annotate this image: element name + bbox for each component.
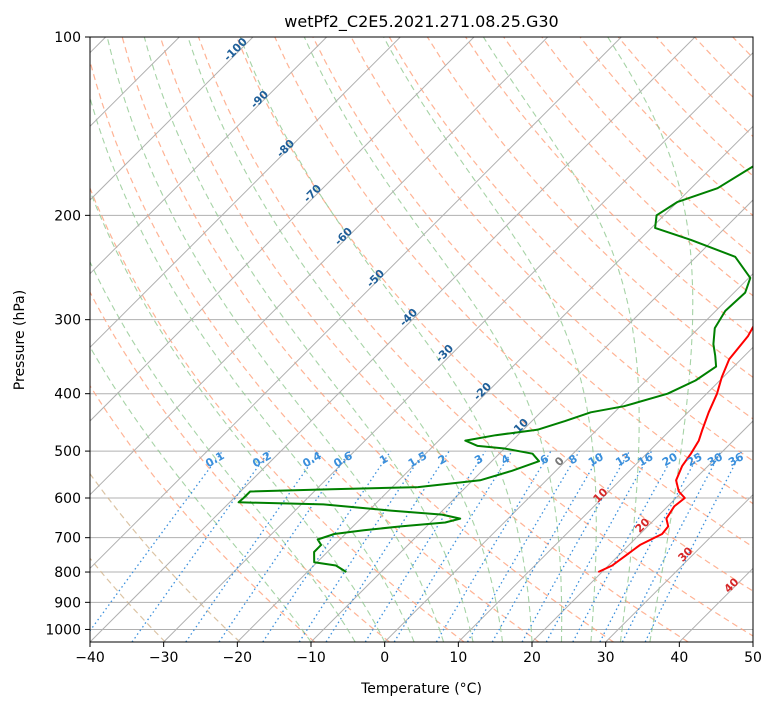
mixing-ratio-line (325, 450, 450, 642)
isotherm-line (90, 37, 696, 642)
moist-adiabat (607, 37, 694, 642)
x-tick-label: 30 (597, 650, 615, 666)
dry-adiabat (159, 37, 689, 642)
y-tick-label: 100 (54, 30, 81, 46)
y-tick-label: 300 (54, 313, 81, 329)
isotherm-line (90, 37, 475, 422)
dry-adiabat (350, 37, 753, 462)
dry-adiabat (90, 58, 540, 642)
y-tick-label: 600 (54, 491, 81, 507)
x-tick-label: 0 (380, 650, 389, 666)
dry-adiabat (465, 37, 753, 338)
mixing-ratio-line (298, 450, 425, 642)
mixing-ratio-line (393, 450, 513, 642)
isotherm-line (236, 125, 753, 642)
y-tick-label: 800 (54, 565, 81, 581)
dewpoint-profile (237, 165, 753, 573)
mixing-ratio-line (218, 450, 351, 642)
mixing-ratio-line (599, 450, 702, 642)
dry-adiabat (312, 37, 753, 505)
x-tick-label: 50 (744, 650, 762, 666)
isotherm-line (531, 420, 753, 642)
x-tick-label: −10 (296, 650, 326, 666)
y-tick-label: 400 (54, 387, 81, 403)
dry-adiabat (388, 37, 753, 420)
y-tick-label: 900 (54, 595, 81, 611)
moist-adiabat (187, 37, 504, 642)
dry-adiabat (426, 37, 753, 379)
isotherm-line (90, 37, 401, 349)
x-tick-label: −20 (223, 650, 253, 666)
x-tick-label: −30 (149, 650, 179, 666)
moist-adiabat (90, 189, 386, 642)
isotherm-line (457, 346, 753, 642)
y-tick-label: 500 (54, 444, 81, 460)
y-tick-label: 1000 (45, 622, 81, 638)
x-axis-label: Temperature (°C) (360, 681, 482, 697)
moist-adiabat (90, 260, 356, 642)
temperature-profile (597, 325, 753, 573)
dry-adiabat (503, 37, 753, 297)
mixing-ratio-line (435, 450, 552, 642)
background-lines (90, 37, 753, 642)
isotherm-line (90, 37, 622, 570)
y-axis-label: Pressure (hPa) (12, 290, 28, 390)
moist-adiabat (482, 37, 640, 642)
dry-adiabat (236, 37, 753, 592)
y-tick-label: 200 (54, 208, 81, 224)
isotherm-line (90, 37, 549, 496)
profile-lines (237, 165, 753, 573)
isotherm-line (90, 37, 254, 201)
isotherm-line (90, 37, 328, 275)
moist-adiabat (303, 37, 563, 642)
mixing-ratio-line (262, 450, 392, 642)
isotherm-line (384, 272, 753, 642)
isotherm-line (605, 493, 753, 642)
moist-adiabat (143, 37, 474, 642)
mixing-ratio-line (185, 450, 320, 642)
y-tick-label: 700 (54, 531, 81, 547)
dry-adiabat (90, 472, 241, 642)
moist-adiabat (239, 37, 533, 642)
isotherm-line (163, 51, 753, 642)
chart-title: wetPf2_C2E5.2021.271.08.25.G30 (284, 12, 558, 32)
y-axis-ticks: 100 200 300 400 500 600 700 800 900 1000 (45, 30, 90, 638)
mixing-ratio-line (466, 450, 580, 642)
dry-adiabat (90, 290, 390, 642)
x-tick-label: 20 (523, 650, 541, 666)
moist-adiabat (383, 37, 597, 642)
moist-adiabat (106, 37, 445, 642)
plot-frame (89, 36, 754, 643)
dry-adiabat (274, 37, 753, 548)
x-tick-label: 40 (670, 650, 688, 666)
x-axis-ticks: −40 −30 −20 −10 0 10 20 30 40 50 (75, 642, 762, 666)
mixing-ratio-line (364, 450, 486, 642)
x-tick-label: −40 (75, 650, 105, 666)
dry-adiabat (90, 384, 316, 642)
x-tick-label: 10 (449, 650, 467, 666)
dry-adiabat (90, 186, 465, 642)
isotherm-line (310, 199, 753, 642)
mixing-ratio-line (572, 450, 677, 642)
